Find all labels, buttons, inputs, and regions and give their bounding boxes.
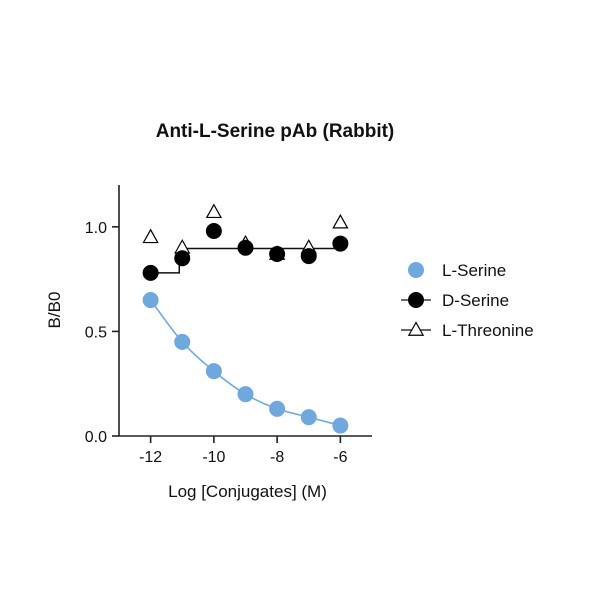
legend-marker [408, 292, 424, 308]
x-axis-label: Log [Conjugates] (M) [168, 482, 327, 501]
y-tick-label: 0.5 [85, 324, 107, 341]
x-tick-label: -12 [139, 449, 162, 466]
legend-label: L-Serine [442, 261, 506, 280]
data-point-l-serine [269, 400, 286, 417]
legend: L-Serine D-Serine L-Threonine [401, 261, 534, 340]
legend-item-l-serine: L-Serine [408, 261, 506, 280]
data-point-d-serine [237, 239, 254, 256]
y-tick-label: 0.0 [85, 429, 107, 446]
data-point-d-serine [332, 235, 349, 252]
fit-line-l-serine [149, 299, 341, 427]
data-point-d-serine [174, 250, 191, 267]
data-point-l-serine [205, 363, 222, 380]
legend-item-l-threonine: L-Threonine [401, 321, 534, 340]
data-point-l-threonine [332, 213, 349, 229]
data-point-d-serine [269, 246, 286, 263]
x-tick-label: -10 [202, 449, 225, 466]
y-axis-label: B/B0 [45, 292, 64, 329]
data-points [142, 203, 349, 434]
ticks: 0.0 0.5 1.0 -12 -10 -8 -6 [85, 220, 348, 466]
legend-marker [408, 262, 424, 278]
data-point-l-serine [142, 292, 159, 309]
data-point-l-serine [332, 417, 349, 434]
y-tick-label: 1.0 [85, 220, 107, 237]
data-point-l-serine [174, 333, 191, 350]
x-tick-label: -8 [270, 449, 284, 466]
legend-marker [407, 321, 425, 336]
data-point-d-serine [205, 223, 222, 240]
data-point-l-threonine [142, 228, 159, 244]
data-point-l-threonine [205, 203, 223, 219]
data-point-d-serine [300, 248, 317, 265]
chart-title: Anti-L-Serine pAb (Rabbit) [156, 121, 395, 142]
x-tick-label: -6 [333, 449, 347, 466]
data-point-l-serine [237, 386, 254, 403]
legend-item-d-serine: D-Serine [401, 291, 509, 310]
data-point-l-serine [300, 409, 317, 426]
data-point-d-serine [142, 264, 159, 281]
legend-label: D-Serine [442, 291, 509, 310]
legend-label: L-Threonine [442, 321, 534, 340]
